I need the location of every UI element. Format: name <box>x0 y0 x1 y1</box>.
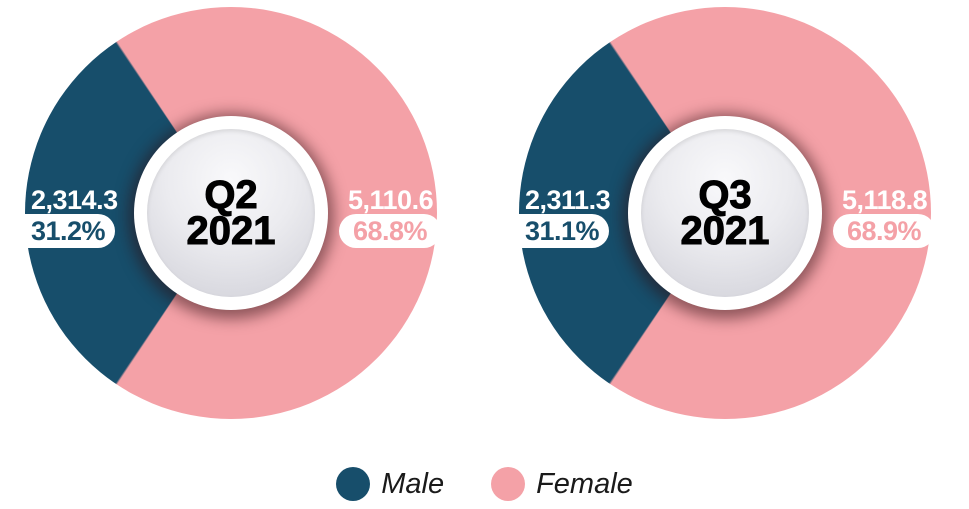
female-percent-pill: 68.8% <box>339 214 441 248</box>
center-hub: Q3 2021 <box>628 116 822 310</box>
center-hub: Q2 2021 <box>134 116 328 310</box>
year-text: 2021 <box>186 209 276 253</box>
center-period-label: Q3 2021 <box>641 129 809 297</box>
female-value-label: 5,110.6 <box>348 185 434 215</box>
legend-label-male: Male <box>381 468 445 500</box>
male-legend-swatch-icon <box>336 467 371 501</box>
male-value-label: 2,311.3 <box>525 185 611 215</box>
female-value-label: 5,118.8 <box>842 185 928 215</box>
center-hub-disc: Q2 2021 <box>147 129 315 297</box>
legend-item-female: Female <box>491 467 633 501</box>
female-percent-pill: 68.9% <box>833 214 935 248</box>
donut-chart-q2-2021: Q2 2021 2,314.3 31.2% 5,110.6 68.8% <box>0 7 441 419</box>
center-period-label: Q2 2021 <box>147 129 315 297</box>
legend: Male Female <box>0 467 969 501</box>
legend-label-female: Female <box>536 468 633 500</box>
male-percent-pill: 31.1% <box>494 214 609 248</box>
quarter-text: Q3 <box>698 173 752 217</box>
male-percent-pill: 31.2% <box>0 214 115 248</box>
quarter-text: Q2 <box>204 173 258 217</box>
legend-item-male: Male <box>336 467 444 501</box>
year-text: 2021 <box>680 209 770 253</box>
female-legend-swatch-icon <box>491 467 526 501</box>
male-value-label: 2,314.3 <box>31 185 118 215</box>
center-hub-disc: Q3 2021 <box>641 129 809 297</box>
donut-chart-q3-2021: Q3 2021 2,311.3 31.1% 5,118.8 68.9% <box>494 7 935 419</box>
